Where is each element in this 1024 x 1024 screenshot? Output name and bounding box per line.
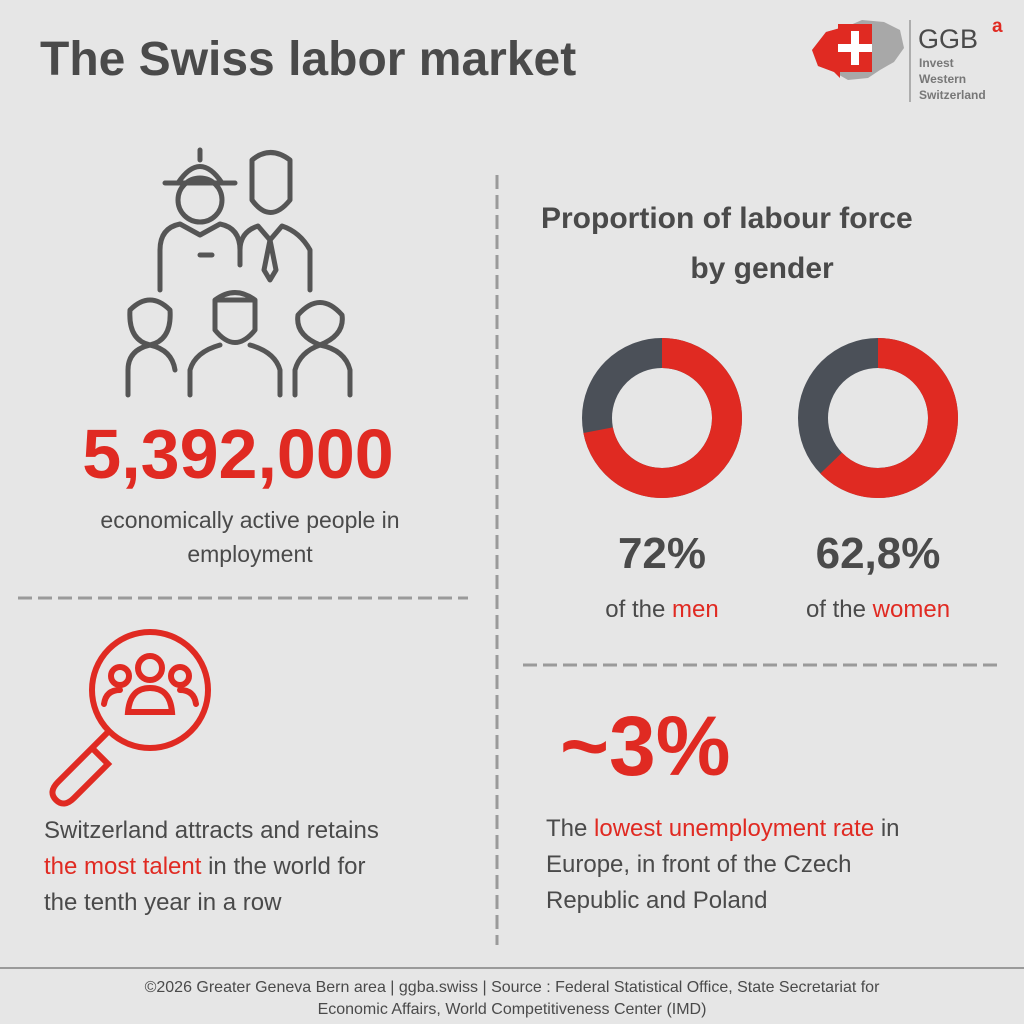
logo-line: Invest (919, 56, 954, 70)
donut-caption: of the men (605, 596, 718, 623)
logo-superscript: a (992, 16, 1003, 37)
logo: GGB a Invest Western Switzerland (812, 16, 1003, 102)
employment-caption: economically active people in (100, 507, 399, 533)
donut-caption-part: men (672, 596, 719, 623)
donut-value: 62,8% (816, 529, 941, 578)
title: The Swiss labor market (40, 33, 576, 86)
footer-text: ©2026 Greater Geneva Bern area | ggba.sw… (145, 979, 881, 996)
unemployment-text-part: The (546, 815, 594, 842)
talent-text-part: the most talent (44, 853, 202, 880)
donut-caption: of the women (806, 596, 950, 623)
donut-caption-part: of the (806, 596, 873, 623)
talent-text: the most talent in the world for (44, 853, 366, 880)
unemployment-text: Europe, in front of the Czech (546, 851, 852, 878)
talent-text-part: the tenth year in a row (44, 889, 282, 916)
employment-value: 5,392,000 (82, 415, 393, 493)
gender-title: by gender (690, 252, 834, 285)
unemployment-text-part: lowest unemployment rate (594, 815, 874, 842)
unemployment-value: ~3% (560, 699, 730, 793)
donut-caption-part: women (872, 596, 950, 623)
donut-arc (820, 338, 958, 498)
gender-title: Proportion of labour force (541, 202, 913, 235)
logo-line: Western (919, 72, 966, 86)
footer-text: Economic Affairs, World Competitiveness … (318, 1001, 707, 1018)
employment-caption: employment (187, 541, 313, 567)
logo-line: Switzerland (919, 88, 986, 102)
talent-icon (49, 629, 211, 807)
unemployment-text-part: in (874, 815, 899, 842)
talent-text: Switzerland attracts and retains (44, 817, 379, 844)
donut-caption-part: of the (605, 596, 672, 623)
talent-text: the tenth year in a row (44, 889, 282, 916)
unemployment-text-part: Europe, in front of the Czech (546, 851, 852, 878)
donut-value: 72% (618, 529, 706, 578)
logo-cross (838, 44, 872, 52)
unemployment-text-part: Republic and Poland (546, 887, 768, 914)
unemployment-text: The lowest unemployment rate in (546, 815, 900, 842)
donut-arc (583, 338, 742, 498)
logo-map-red (812, 28, 840, 78)
logo-name: GGB (918, 24, 978, 54)
people-icon (125, 147, 353, 398)
talent-text-part: in the world for (201, 853, 365, 880)
talent-text-part: Switzerland attracts and retains (44, 817, 379, 844)
unemployment-text: Republic and Poland (546, 887, 768, 914)
